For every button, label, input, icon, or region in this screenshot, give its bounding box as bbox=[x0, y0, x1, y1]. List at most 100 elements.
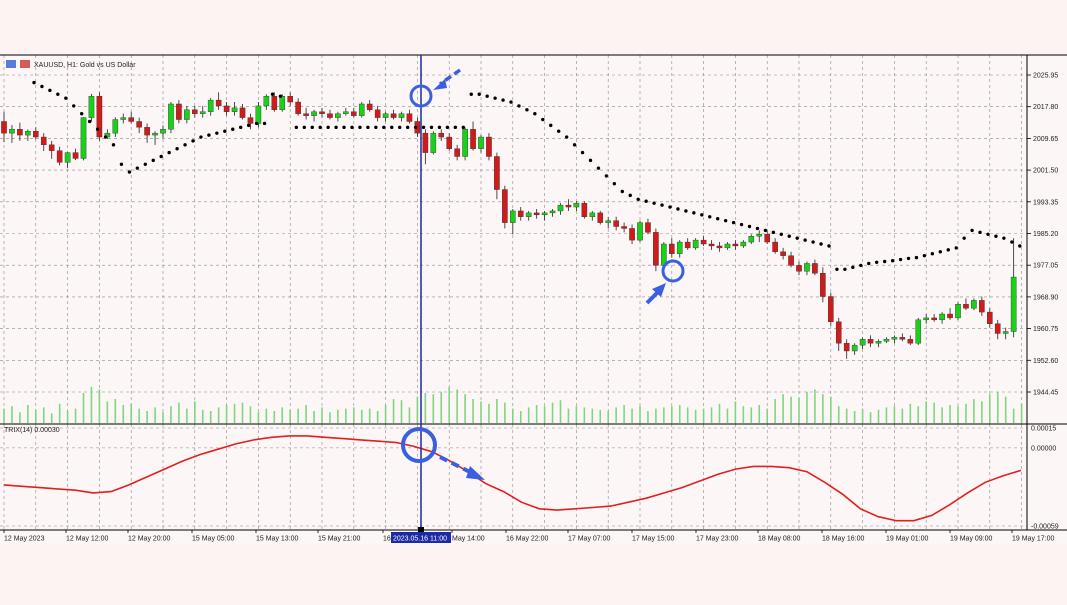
candle[interactable] bbox=[199, 105, 206, 118]
candle[interactable] bbox=[820, 267, 826, 303]
candle[interactable] bbox=[191, 105, 198, 118]
candle[interactable] bbox=[963, 298, 969, 311]
candle[interactable] bbox=[112, 117, 119, 138]
candle[interactable] bbox=[343, 107, 349, 116]
candle[interactable] bbox=[549, 208, 556, 217]
candle[interactable] bbox=[454, 144, 460, 161]
candle[interactable] bbox=[231, 102, 238, 116]
candle[interactable] bbox=[128, 111, 135, 124]
candle[interactable] bbox=[907, 335, 914, 346]
candle[interactable] bbox=[303, 107, 309, 120]
candle[interactable] bbox=[223, 102, 230, 116]
candle[interactable] bbox=[669, 238, 675, 258]
candle[interactable] bbox=[430, 131, 437, 155]
window-menu-icon[interactable] bbox=[6, 60, 16, 68]
candles-layer[interactable] bbox=[1, 92, 1017, 359]
candle[interactable] bbox=[295, 98, 301, 116]
candle[interactable] bbox=[621, 222, 627, 233]
candle[interactable] bbox=[573, 201, 580, 211]
candle[interactable] bbox=[207, 98, 214, 116]
candle[interactable] bbox=[40, 133, 47, 152]
candle[interactable] bbox=[637, 220, 643, 243]
candle[interactable] bbox=[152, 131, 158, 145]
candle[interactable] bbox=[478, 135, 484, 153]
candle[interactable] bbox=[358, 102, 365, 118]
candle[interactable] bbox=[931, 314, 937, 322]
candle[interactable] bbox=[502, 185, 508, 229]
candle[interactable] bbox=[215, 92, 222, 110]
candle[interactable] bbox=[947, 308, 953, 320]
candle[interactable] bbox=[120, 113, 127, 124]
candle[interactable] bbox=[56, 146, 63, 166]
candle[interactable] bbox=[64, 151, 71, 169]
candle[interactable] bbox=[780, 247, 786, 260]
candle[interactable] bbox=[708, 240, 715, 250]
candle[interactable] bbox=[144, 123, 150, 143]
candle[interactable] bbox=[828, 292, 834, 326]
candle[interactable] bbox=[923, 314, 929, 324]
candle[interactable] bbox=[899, 333, 906, 342]
candle[interactable] bbox=[684, 238, 691, 250]
candle[interactable] bbox=[843, 339, 850, 359]
candle[interactable] bbox=[915, 317, 922, 346]
candle[interactable] bbox=[772, 238, 778, 254]
candle[interactable] bbox=[605, 216, 611, 229]
candle[interactable] bbox=[875, 339, 882, 348]
candle[interactable] bbox=[613, 216, 619, 231]
candle[interactable] bbox=[80, 117, 87, 161]
candle[interactable] bbox=[104, 129, 111, 139]
candle[interactable] bbox=[851, 343, 858, 355]
candle[interactable] bbox=[796, 261, 802, 276]
candle[interactable] bbox=[525, 210, 532, 221]
candle[interactable] bbox=[716, 242, 723, 252]
candle[interactable] bbox=[486, 133, 492, 161]
candle[interactable] bbox=[462, 127, 468, 161]
candle[interactable] bbox=[176, 100, 182, 124]
candle[interactable] bbox=[1010, 238, 1017, 338]
candle[interactable] bbox=[724, 242, 731, 250]
candle[interactable] bbox=[72, 148, 79, 160]
candle[interactable] bbox=[438, 129, 445, 141]
candle[interactable] bbox=[239, 103, 246, 120]
candle[interactable] bbox=[955, 302, 961, 320]
candle[interactable] bbox=[645, 218, 651, 235]
candle[interactable] bbox=[17, 122, 23, 141]
candle[interactable] bbox=[891, 335, 898, 344]
candle[interactable] bbox=[160, 125, 166, 139]
candle[interactable] bbox=[565, 199, 572, 211]
candle[interactable] bbox=[859, 337, 866, 350]
candle[interactable] bbox=[48, 140, 55, 159]
candle[interactable] bbox=[422, 129, 429, 165]
candle[interactable] bbox=[279, 94, 286, 112]
candle[interactable] bbox=[581, 201, 588, 219]
candle[interactable] bbox=[390, 109, 397, 120]
candle[interactable] bbox=[168, 102, 174, 134]
candle[interactable] bbox=[136, 117, 142, 134]
candle[interactable] bbox=[366, 100, 373, 112]
candle[interactable] bbox=[788, 251, 794, 268]
candle[interactable] bbox=[398, 111, 405, 122]
candle[interactable] bbox=[987, 308, 993, 328]
candle[interactable] bbox=[557, 203, 564, 215]
candle[interactable] bbox=[804, 261, 810, 276]
candle[interactable] bbox=[25, 129, 31, 141]
candle[interactable] bbox=[1002, 327, 1009, 340]
candle[interactable] bbox=[676, 240, 683, 258]
candle[interactable] bbox=[589, 210, 596, 221]
candle[interactable] bbox=[812, 259, 818, 276]
candle[interactable] bbox=[9, 124, 15, 143]
candle[interactable] bbox=[867, 335, 874, 348]
candle[interactable] bbox=[597, 210, 604, 225]
candle[interactable] bbox=[327, 109, 333, 120]
candle[interactable] bbox=[979, 296, 985, 316]
candle[interactable] bbox=[541, 210, 548, 221]
candle[interactable] bbox=[382, 111, 389, 122]
candle[interactable] bbox=[271, 92, 278, 112]
candle[interactable] bbox=[406, 109, 413, 124]
candle[interactable] bbox=[692, 238, 699, 250]
candle[interactable] bbox=[319, 107, 325, 118]
candle[interactable] bbox=[517, 207, 524, 221]
candle[interactable] bbox=[756, 230, 763, 243]
candle[interactable] bbox=[88, 93, 95, 122]
candle[interactable] bbox=[533, 208, 540, 219]
